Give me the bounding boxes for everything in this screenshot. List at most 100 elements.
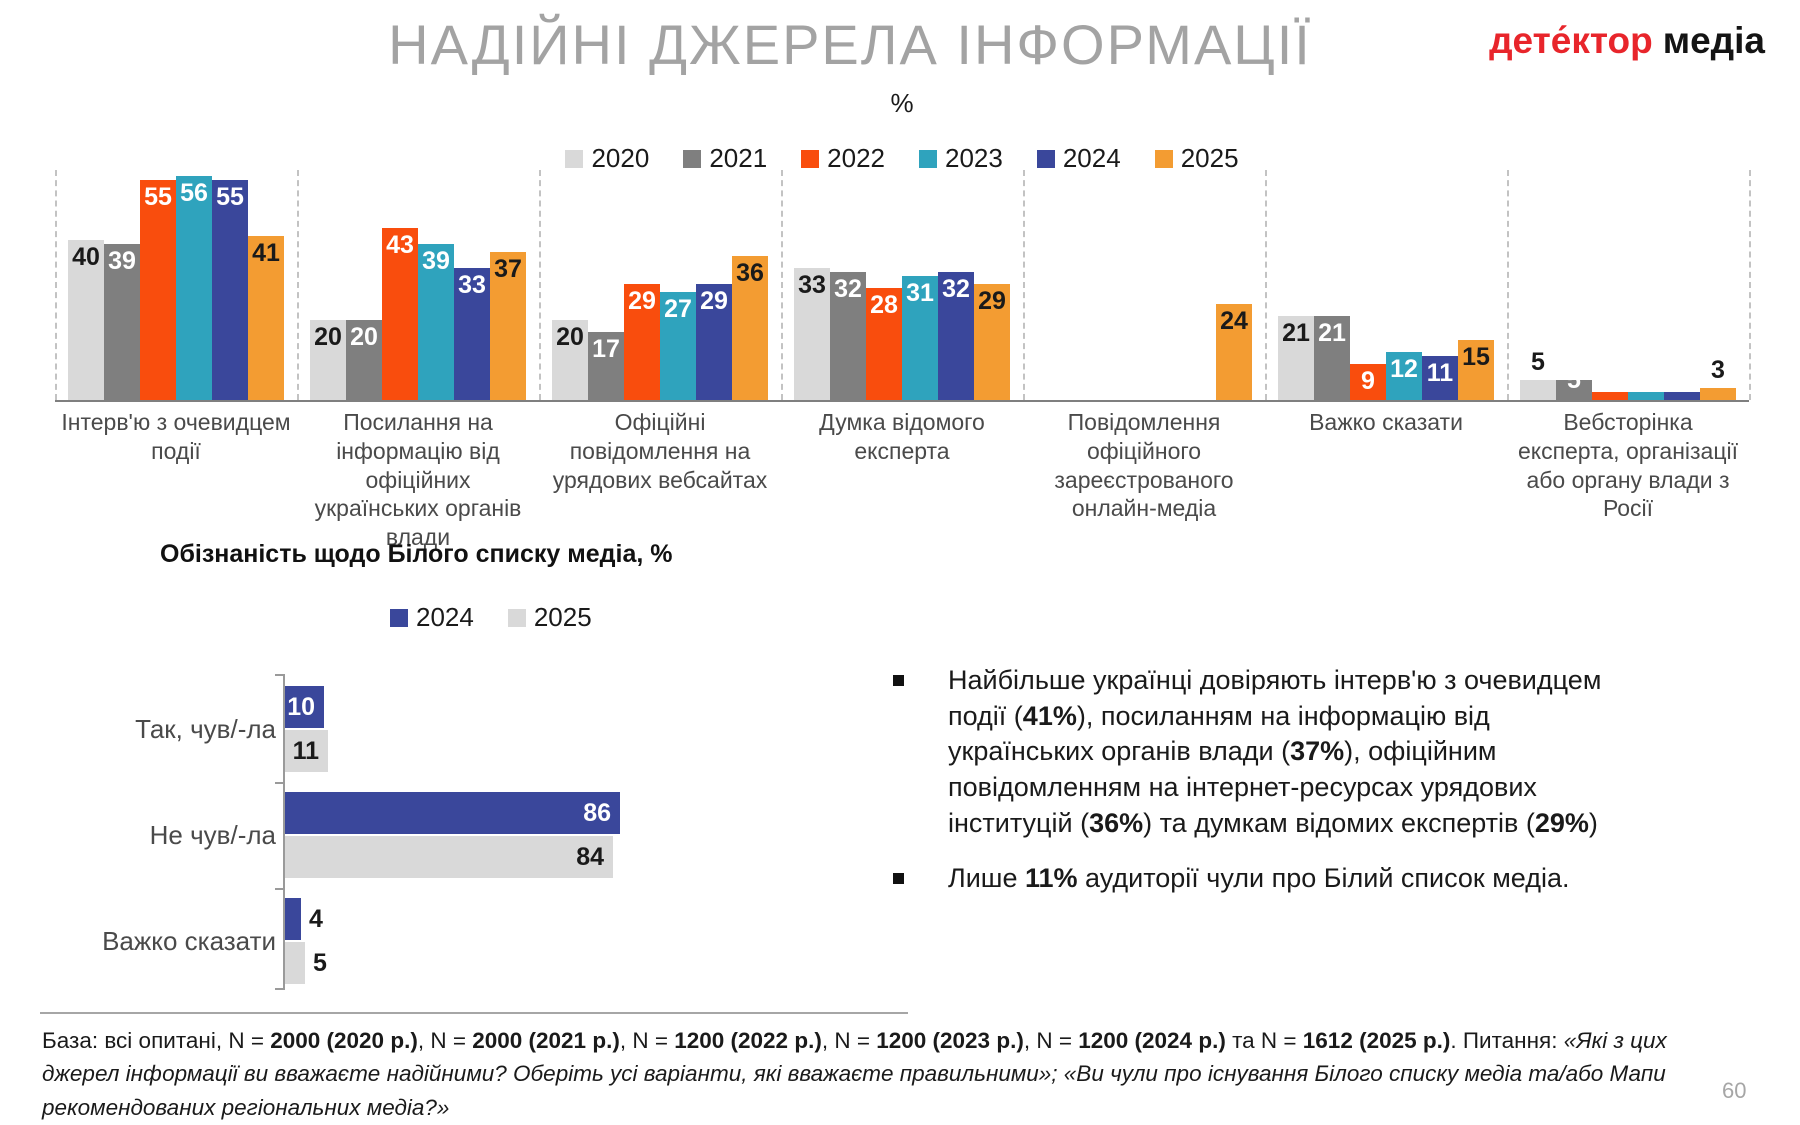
text-segment: . Питання: <box>1450 1028 1564 1053</box>
text-segment: ) <box>1588 807 1598 838</box>
bar-2023: 31 <box>902 276 938 400</box>
category-label: Важко сказати <box>1309 409 1463 435</box>
text-segment: аудиторії чули про Білий список медіа. <box>1077 863 1570 894</box>
bar-2025: 41 <box>248 236 284 400</box>
legend-label: 2025 <box>533 602 592 632</box>
bar-value-label: 9 <box>1361 367 1375 395</box>
bar-value-label: 5 <box>313 949 327 977</box>
legend-swatch-icon <box>1154 149 1173 168</box>
group-separator-line <box>1265 170 1267 400</box>
group-separator-line <box>1507 170 1509 400</box>
bar-value-label: 21 <box>1282 319 1310 347</box>
legend-item-2024: 2024 <box>1036 143 1121 174</box>
legend-swatch-icon <box>507 608 526 627</box>
bar-value-label: 15 <box>1462 343 1490 371</box>
bar-2024: 32 <box>938 272 974 400</box>
legend-label: 2022 <box>827 143 885 173</box>
bar-2020: 40 <box>68 240 104 400</box>
bar-value-label: 5 <box>1567 380 1581 394</box>
text-segment: 1612 (2025 р.) <box>1302 1028 1451 1053</box>
insight-text: Найбільше українці довіряють інтерв'ю з … <box>948 663 1611 841</box>
bar-2021: 20 <box>346 320 382 400</box>
category-label: Посилання на інформацію від офіційних ук… <box>314 409 522 550</box>
category-label: Інтерв'ю з очевидцем події <box>61 409 291 464</box>
bar-2025: 84 <box>285 836 613 878</box>
category-label: Думка відомого експерта <box>819 409 985 464</box>
bar-value-label: 24 <box>1220 307 1248 335</box>
bar-2020: 20 <box>310 320 346 400</box>
bar-2023 <box>1628 392 1664 400</box>
legend-swatch-icon <box>390 608 408 627</box>
category-label: Офіційні повідомлення на урядових вебсай… <box>552 409 768 493</box>
bar-value-label: 41 <box>252 239 280 267</box>
legend-item-2023: 2023 <box>919 143 1003 174</box>
category-label: Важко сказати <box>102 926 276 956</box>
bar-2023: 12 <box>1386 352 1422 400</box>
bar-2021: 39 <box>104 244 140 400</box>
legend-label: 2024 <box>416 602 474 632</box>
bar-2025: 29 <box>974 284 1010 400</box>
text-segment: 1200 (2024 р.) <box>1078 1028 1226 1053</box>
top-chart-plot: 40 39 55 56 55 41 20 20 43 39 33 37 20 17 29 27 29 36 33 32… <box>55 170 1751 402</box>
bar-value-label: 20 <box>314 323 342 351</box>
text-segment: 1200 (2022 р.) <box>674 1028 822 1053</box>
category-label: Вебсторінка експерта, організації або ор… <box>1517 409 1739 522</box>
insight-item: Найбільше українці довіряють інтерв'ю з … <box>893 663 1611 841</box>
logo-part-detector: дете́ктор <box>1489 20 1653 61</box>
bar-2022: 29 <box>624 284 660 400</box>
bar-2025: 15 <box>1458 340 1494 400</box>
bar-2025: 11 <box>285 730 328 772</box>
bar-value-label: 10 <box>287 693 315 721</box>
bar-value-label: 32 <box>834 275 862 303</box>
bar-value-label: 39 <box>108 247 136 275</box>
bar-2022: 55 <box>140 180 176 400</box>
text-segment: , N = <box>619 1028 675 1053</box>
text-segment: 36% <box>1089 807 1144 838</box>
legend-item-2020: 2020 <box>565 143 649 174</box>
bar-2020: 20 <box>552 320 588 400</box>
bar-value-label: 29 <box>978 287 1006 315</box>
x-axis-line <box>55 400 1749 402</box>
bar-value-label: 29 <box>700 287 728 315</box>
category-label: Повідомлення офіційного зареєстрованого … <box>1054 409 1234 522</box>
bar-value-label: 84 <box>576 843 604 871</box>
insight-item: Лише 11% аудиторії чули про Білий список… <box>893 861 1611 897</box>
percent-unit-label: % <box>890 88 914 118</box>
bar-value-label: 55 <box>144 183 172 211</box>
text-segment: База: всі опитані, N = <box>42 1028 271 1053</box>
bar-2023: 27 <box>660 292 696 400</box>
bar-value-label: 33 <box>458 271 486 299</box>
bar-2024: 86 <box>285 792 620 834</box>
axis-tick <box>275 888 285 890</box>
text-segment: та N = <box>1225 1028 1303 1053</box>
legend-swatch-icon <box>683 149 702 168</box>
bar-value-label: 28 <box>870 291 898 319</box>
legend-item-2025: 2025 <box>507 602 592 633</box>
bar-2024 <box>285 898 301 940</box>
bar-value-label: 56 <box>180 179 208 207</box>
bar-value-label: 37 <box>494 255 522 283</box>
bar-2024: 10 <box>285 686 324 728</box>
text-segment: , N = <box>1023 1028 1079 1053</box>
legend-label: 2025 <box>1180 143 1239 173</box>
text-segment: Лише <box>948 863 1025 894</box>
bar-value-label: 3 <box>1711 356 1725 384</box>
legend-label: 2024 <box>1062 143 1121 173</box>
detector-media-logo: дете́ктор медіа <box>1489 20 1765 62</box>
y-axis-line <box>283 674 285 988</box>
bar-value-label: 27 <box>664 295 692 323</box>
bar-2025: 36 <box>732 256 768 400</box>
bar-value-label: 17 <box>592 335 620 363</box>
logo-part-media: медіа <box>1662 20 1765 61</box>
bar-2025: 24 <box>1216 304 1252 400</box>
footer-divider <box>40 1012 908 1014</box>
group-separator-line <box>297 170 299 400</box>
page-title: НАДІЙНІ ДЖЕРЕЛА ІНФОРМАЦІЇ <box>388 13 1312 76</box>
legend-label: 2023 <box>945 143 1003 173</box>
legend-item-2021: 2021 <box>683 143 767 174</box>
text-segment: 29% <box>1534 807 1589 838</box>
bar-value-label: 20 <box>350 323 378 351</box>
group-separator-line <box>1023 170 1025 400</box>
text-segment: ) та думкам відомих експертів ( <box>1143 807 1535 838</box>
